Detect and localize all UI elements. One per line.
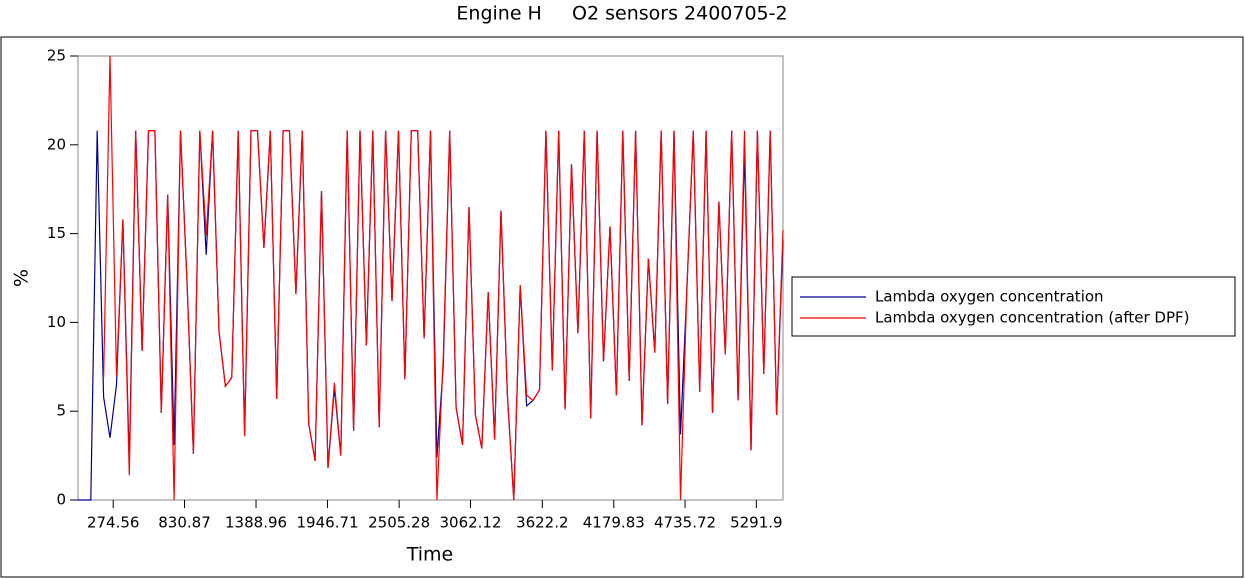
y-tick-label: 5	[56, 402, 66, 420]
x-tick-label: 274.56	[87, 514, 140, 532]
x-axis-label: Time	[406, 544, 454, 566]
y-tick-label: 0	[56, 491, 66, 509]
legend-label: Lambda oxygen concentration	[875, 288, 1104, 306]
x-tick-label: 4179.83	[583, 514, 645, 532]
y-tick-label: 20	[47, 135, 66, 153]
x-tick-label: 5291.9	[730, 514, 783, 532]
x-tick-label: 1388.96	[225, 514, 287, 532]
x-tick-label: 3062.12	[439, 514, 501, 532]
x-tick-label: 830.87	[158, 514, 211, 532]
x-tick-label: 2505.28	[368, 514, 430, 532]
plot-area	[77, 55, 784, 501]
series-line	[103, 55, 784, 501]
y-tick-label: 15	[47, 224, 66, 242]
y-tick-label: 10	[47, 313, 66, 331]
legend	[791, 276, 1236, 337]
x-tick-label: 3622.2	[516, 514, 569, 532]
chart-title: Engine H O2 sensors 2400705-2	[456, 3, 787, 25]
x-tick-label: 4735.72	[654, 514, 716, 532]
x-tick-label: 1946.71	[297, 514, 359, 532]
y-tick-label: 25	[47, 47, 66, 65]
y-axis-label: %	[11, 269, 33, 287]
legend-label: Lambda oxygen concentration (after DPF)	[875, 309, 1190, 327]
frame	[0, 36, 1244, 578]
